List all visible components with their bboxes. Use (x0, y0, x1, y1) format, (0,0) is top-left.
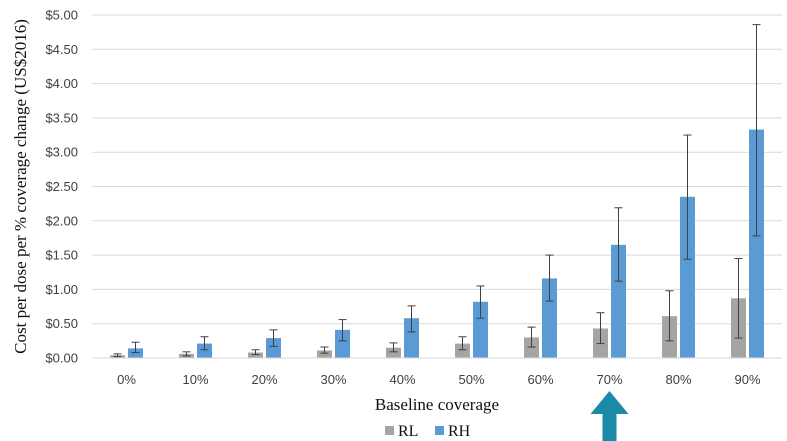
bar-rl (248, 352, 263, 358)
x-tick-label: 20% (251, 372, 277, 387)
bar-rh (680, 196, 695, 358)
x-tick-label: 10% (182, 372, 208, 387)
error-bars (113, 24, 761, 358)
x-tick-label: 30% (320, 372, 346, 387)
y-tick-label: $2.50 (45, 179, 78, 194)
bar-rh (749, 129, 764, 358)
bar-rh (197, 343, 212, 358)
bar-rh (473, 301, 488, 358)
x-axis-tick-labels: 0% 10% 20% 30% 40% 50% 60% 70% 80% 90% (117, 372, 761, 387)
y-tick-label: $3.00 (45, 145, 78, 160)
gridlines (92, 14, 782, 325)
x-tick-label: 70% (596, 372, 622, 387)
bar-rh (266, 338, 281, 358)
bar-rl (386, 347, 401, 358)
legend: RL RH (385, 423, 471, 440)
x-tick-label: 40% (389, 372, 415, 387)
legend-swatch-rh (435, 426, 444, 435)
x-tick-label: 50% (458, 372, 484, 387)
y-tick-label: $1.50 (45, 248, 78, 263)
annotation-arrow (590, 391, 629, 441)
bar-rh (128, 348, 143, 358)
y-tick-label: $4.00 (45, 76, 78, 91)
x-tick-label: 60% (527, 372, 553, 387)
y-tick-label: $5.00 (45, 8, 78, 23)
bar-rh (404, 318, 419, 358)
y-tick-label: $4.50 (45, 42, 78, 57)
bar-rl (524, 337, 539, 358)
bar-rh (611, 244, 626, 358)
bar-rl (317, 350, 332, 358)
y-tick-label: $0.00 (45, 351, 78, 366)
legend-label-rl: RL (398, 423, 418, 440)
bar-rh (542, 278, 557, 358)
y-tick-label: $3.50 (45, 110, 78, 125)
y-tick-label: $2.00 (45, 213, 78, 228)
y-tick-label: $0.50 (45, 316, 78, 331)
x-tick-label: 80% (665, 372, 691, 387)
legend-swatch-rl (385, 426, 394, 435)
bar-rl (455, 343, 470, 358)
x-tick-label: 0% (117, 372, 136, 387)
y-axis-title: Cost per dose per % coverage change (US$… (11, 19, 30, 354)
y-tick-label: $1.00 (45, 282, 78, 297)
x-tick-label: 90% (734, 372, 760, 387)
x-axis-title: Baseline coverage (375, 395, 499, 414)
legend-label-rh: RH (448, 423, 471, 440)
arrow-up-icon (590, 391, 629, 441)
y-axis-tick-labels: $0.00 $0.50 $1.00 $1.50 $2.00 $2.50 $3.00 $3.50… (45, 8, 78, 366)
bar-rh (335, 329, 350, 358)
